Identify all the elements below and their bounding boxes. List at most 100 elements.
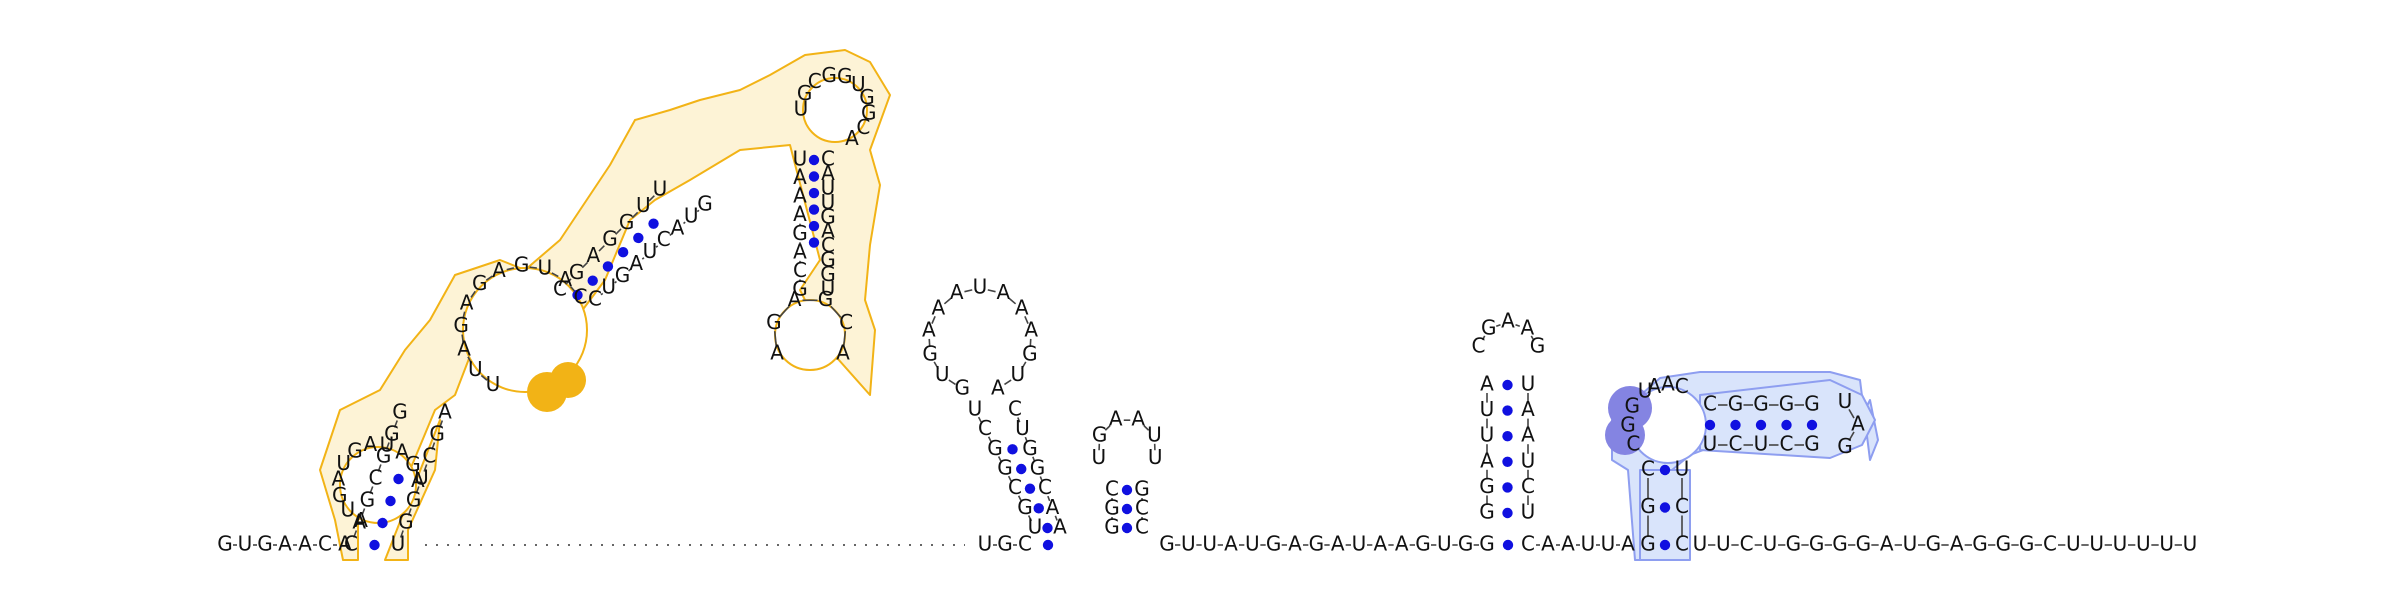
blue-loop-nucleotide: A: [1647, 374, 1661, 398]
three-prime-nucleotide: U: [1693, 532, 1708, 556]
blue-loop-nucleotide: G: [1625, 394, 1641, 418]
backbone-link: [773, 331, 778, 347]
orange-stem-nucleotide: G: [360, 488, 376, 512]
hairpin-a-stem-nucleotide: G: [1030, 456, 1046, 480]
blue-domain-outline: [1699, 379, 1876, 459]
hairpin-a-loop-nucleotide: A: [991, 375, 1005, 399]
orange-stem-nucleotide: G: [398, 510, 414, 534]
hairpin-b-loop-nucleotide: A: [1109, 407, 1123, 431]
three-prime-nucleotide: A: [1950, 532, 1964, 556]
hairpin-a-loop-nucleotide: U: [973, 275, 988, 299]
backbone-link: [399, 530, 404, 538]
orange-loop-nucleotide: U: [468, 357, 483, 381]
orange-loop-nucleotide: G: [821, 63, 837, 87]
hairpin-c-loop-nucleotide: G: [1481, 316, 1497, 340]
orange-stem-nucleotide: G: [602, 227, 618, 251]
orange-stem-nucleotide: C: [344, 532, 358, 556]
three-prime-nucleotide: C: [1740, 532, 1754, 556]
backbone-link: [551, 272, 559, 278]
hairpin-b-loop-nucleotide: U: [1091, 445, 1106, 469]
hairpin-c-loop-nucleotide: C: [1471, 333, 1485, 357]
base-pair-dot: [1502, 539, 1514, 551]
base-pair-dot: [1806, 419, 1818, 431]
base-pair-dot: [369, 539, 380, 551]
orange-stem-nucleotide: C: [821, 147, 835, 171]
hairpin-a-stem-nucleotide: C: [978, 416, 992, 440]
hairpin-a-stem-nucleotide: G: [997, 456, 1013, 480]
base-pair-dot: [1121, 503, 1133, 515]
hairpin-b-loop-nucleotide: G: [1092, 422, 1108, 446]
orange-stem-nucleotide: C: [793, 258, 807, 282]
orange-loop-nucleotide: A: [460, 290, 474, 314]
three-prime-nucleotide: G: [1786, 532, 1802, 556]
hairpin-a-loop-nucleotide: A: [922, 317, 936, 341]
orange-stem-nucleotide: G: [792, 221, 808, 245]
orange-stem-nucleotide: C: [821, 233, 835, 257]
backbone-link: [393, 420, 398, 428]
blue-domain-outline: [1639, 469, 1691, 561]
backbone-links: [233, 168, 2182, 546]
blue-loop-nucleotide: C: [1626, 432, 1640, 456]
linker-nucleotide: A: [1373, 532, 1387, 556]
hairpin-b-stem-nucleotide: C: [1135, 515, 1149, 539]
linker-nucleotide: G: [997, 532, 1013, 556]
orange-stem-nucleotide: U: [821, 175, 836, 199]
orange-stem-nucleotide: G: [392, 400, 408, 424]
blue-stem-nucleotide: G: [1728, 392, 1744, 416]
linker-nucleotide: G: [1479, 532, 1495, 556]
orange-loop-nucleotide: U: [336, 451, 351, 475]
backbone-link: [696, 209, 700, 213]
base-pair-dot: [1033, 503, 1044, 514]
five-prime-nucleotide: C: [318, 532, 332, 556]
orange-stem-nucleotide: A: [793, 165, 807, 189]
orange-stem-nucleotide: G: [820, 248, 836, 272]
hairpin-b-stem-nucleotide: C: [1105, 477, 1119, 501]
base-pair-dot: [1502, 405, 1513, 416]
hairpin-c-loop-nucleotide: A: [1501, 309, 1515, 333]
backbone-link: [615, 228, 622, 235]
base-pair-dot: [1502, 456, 1513, 467]
linker-nucleotide: U: [1581, 532, 1596, 556]
domain-outlines: [319, 49, 1879, 561]
linker-nucleotide: A: [1331, 532, 1345, 556]
backbone-link: [1032, 456, 1036, 462]
orange-loop-nucleotide: G: [347, 439, 363, 463]
base-pair-dot: [1121, 484, 1133, 496]
three-prime-nucleotide: U: [1716, 532, 1731, 556]
hairpin-a-loop-nucleotide: G: [922, 341, 938, 365]
hairpin-c-stem-nucleotide: A: [1480, 372, 1494, 396]
orange-loop-nucleotide: G: [818, 287, 834, 311]
backbone-link: [1481, 335, 1486, 341]
hairpin-a-stem-nucleotide: A: [1046, 495, 1060, 519]
backbone-link: [1143, 425, 1150, 431]
orange-loop-nucleotide: U: [851, 72, 866, 96]
orange-loop-nucleotide: U: [340, 498, 355, 522]
hairpin-c-stem-nucleotide: C: [1521, 474, 1535, 498]
backbone-link: [461, 334, 464, 342]
blue-stem-nucleotide: G: [1779, 392, 1795, 416]
blue-loop-nucleotide: U: [1838, 389, 1853, 413]
blue-stem-nucleotide: U: [1703, 432, 1718, 456]
three-prime-nucleotide: A: [1880, 532, 1894, 556]
blue-stem-nucleotide: C: [1703, 392, 1717, 416]
hairpin-a-loop-nucleotide: U: [935, 362, 950, 386]
five-prime-nucleotide: G: [217, 532, 233, 556]
hairpin-a-stem-nucleotide: U: [1015, 416, 1030, 440]
orange-loop-nucleotide: A: [395, 440, 409, 464]
orange-loop-nucleotide: A: [364, 432, 378, 456]
three-prime-nucleotide: G: [2019, 532, 2035, 556]
backbone-link: [415, 486, 420, 494]
blue-stem-nucleotide: C: [1675, 532, 1689, 556]
base-pair-dot: [648, 218, 659, 229]
backbone-link: [565, 278, 572, 285]
hairpin-a-loop-nucleotide: G: [954, 375, 970, 399]
hairpin-b-stem-nucleotide: G: [1104, 515, 1120, 539]
backbone-link: [485, 275, 493, 281]
hairpin-a-loop-nucleotide: U: [1011, 362, 1026, 386]
linker-nucleotide: C: [1521, 532, 1535, 556]
backbone-link: [407, 508, 412, 516]
linker-nucleotide: U: [1437, 532, 1452, 556]
blue-stem-nucleotide: C: [1729, 432, 1743, 456]
linker-nucleotide: U: [1352, 532, 1367, 556]
hairpin-a-loop-nucleotide: A: [931, 295, 945, 319]
